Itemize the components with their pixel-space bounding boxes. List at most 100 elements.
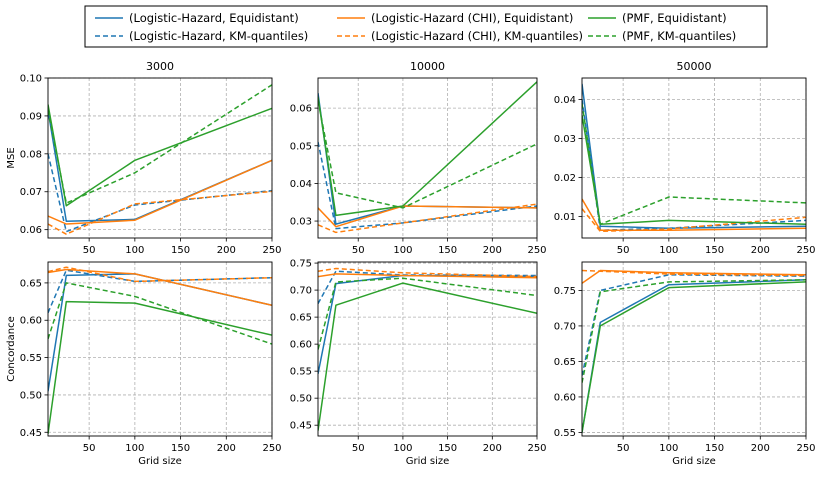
legend-label: (Logistic-Hazard, Equidistant) — [129, 11, 299, 25]
series-line — [318, 205, 537, 228]
y-tick-label: 0.06 — [290, 104, 312, 115]
legend-entry: (PMF, Equidistant) — [588, 11, 727, 25]
x-tick-label: 250 — [262, 443, 281, 454]
legend-label: (Logistic-Hazard, KM-quantiles) — [129, 29, 308, 43]
series-line — [48, 84, 272, 204]
legend-label: (PMF, KM-quantiles) — [622, 29, 736, 43]
x-tick-label: 200 — [217, 443, 236, 454]
x-tick-label: 200 — [483, 443, 502, 454]
series-line — [48, 268, 272, 307]
x-tick-label: 250 — [796, 443, 815, 454]
x-tick-label: 100 — [659, 443, 678, 454]
x-tick-label: 100 — [659, 245, 678, 256]
x-tick-label: 150 — [705, 245, 724, 256]
y-tick-label: 0.08 — [20, 149, 42, 160]
charts: 50 100 150 200 250 0.06 0.07 0.08 0.09 0.10 3000 MS… — [6, 60, 816, 467]
x-tick-label: 50 — [352, 245, 365, 256]
y-tick-label: 0.50 — [290, 394, 312, 405]
y-tick-label: 0.02 — [554, 173, 576, 184]
y-tick-label: 0.55 — [554, 428, 576, 439]
series-line — [318, 141, 537, 230]
chart-panel: 50 100 150 200 250 0.03 0.04 0.05 0.06 10000 — [290, 60, 547, 256]
y-tick-label: 0.05 — [290, 141, 312, 152]
x-tick-label: 150 — [438, 245, 457, 256]
plot-frame — [581, 261, 807, 437]
y-tick-label: 0.45 — [20, 428, 42, 439]
series-line — [48, 104, 272, 207]
chart-title: 3000 — [146, 60, 174, 73]
series-line — [582, 198, 806, 231]
y-tick-label: 0.60 — [20, 316, 42, 327]
series-line — [318, 203, 537, 234]
chart-panel: 50 100 150 200 250 0.45 0.50 0.55 0.60 0.65 Grid s… — [6, 261, 282, 467]
legend-entry: (Logistic-Hazard (CHI), Equidistant) — [337, 11, 573, 25]
series-group — [318, 81, 537, 234]
y-tick-label: 0.01 — [554, 212, 576, 223]
series-line — [318, 81, 537, 217]
y-tick-label: 0.65 — [20, 278, 42, 289]
y-tick-label: 0.65 — [554, 357, 576, 368]
y-tick-label: 0.55 — [20, 353, 42, 364]
series-line — [48, 110, 272, 223]
series-group — [318, 267, 537, 431]
legend-entry: (Logistic-Hazard, KM-quantiles) — [95, 29, 308, 43]
series-line — [48, 273, 272, 392]
x-axis-label: Grid size — [672, 456, 716, 467]
y-tick-label: 0.65 — [290, 313, 312, 324]
series-line — [48, 159, 272, 225]
x-tick-label: 200 — [751, 443, 770, 454]
plot-frame — [317, 77, 538, 239]
series-line — [582, 279, 806, 433]
plot-frame — [47, 77, 273, 239]
legend-label: (PMF, Equidistant) — [622, 11, 727, 25]
x-tick-label: 250 — [796, 245, 815, 256]
x-tick-label: 250 — [527, 245, 546, 256]
x-axis-label: Grid size — [406, 456, 450, 467]
y-tick-label: 0.03 — [554, 134, 576, 145]
plot-frame — [317, 261, 538, 437]
y-tick-label: 0.75 — [554, 286, 576, 297]
x-tick-label: 150 — [705, 443, 724, 454]
x-tick-label: 250 — [262, 245, 281, 256]
x-tick-label: 100 — [125, 443, 144, 454]
series-line — [48, 266, 272, 283]
x-tick-label: 200 — [217, 245, 236, 256]
chart-panel: 50 100 150 200 250 0.01 0.02 0.03 0.04 50000 — [554, 60, 816, 256]
y-axis-label: Concordance — [6, 316, 17, 381]
x-tick-label: 150 — [171, 245, 190, 256]
series-line — [318, 267, 537, 278]
x-tick-label: 200 — [483, 245, 502, 256]
y-tick-label: 0.06 — [20, 225, 42, 236]
chart-title: 10000 — [410, 60, 445, 73]
series-line — [582, 103, 806, 226]
y-tick-label: 0.70 — [290, 286, 312, 297]
series-line — [318, 277, 537, 350]
series-line — [48, 190, 272, 235]
x-tick-label: 250 — [527, 443, 546, 454]
x-tick-label: 50 — [83, 443, 96, 454]
series-line — [318, 100, 537, 209]
x-axis-label: Grid size — [138, 456, 182, 467]
series-line — [582, 99, 806, 231]
y-tick-label: 0.60 — [290, 340, 312, 351]
legend-frame — [84, 5, 768, 48]
legend-label: (Logistic-Hazard (CHI), Equidistant) — [371, 11, 573, 25]
plot-frame — [47, 261, 273, 437]
chart-panel: 50 100 150 200 250 0.06 0.07 0.08 0.09 0.10 3000 MS… — [6, 60, 282, 256]
y-tick-label: 0.03 — [290, 217, 312, 228]
y-tick-label: 0.75 — [290, 259, 312, 270]
series-line — [582, 269, 806, 284]
series-group — [582, 83, 806, 233]
series-line — [48, 300, 272, 434]
series-group — [48, 266, 272, 434]
x-tick-label: 100 — [125, 245, 144, 256]
x-tick-label: 50 — [83, 245, 96, 256]
series-line — [582, 281, 806, 433]
y-tick-label: 0.50 — [20, 390, 42, 401]
x-tick-label: 50 — [352, 443, 365, 454]
chart-title: 50000 — [677, 60, 712, 73]
series-line — [582, 279, 806, 383]
x-tick-label: 50 — [617, 443, 630, 454]
x-tick-label: 150 — [171, 443, 190, 454]
